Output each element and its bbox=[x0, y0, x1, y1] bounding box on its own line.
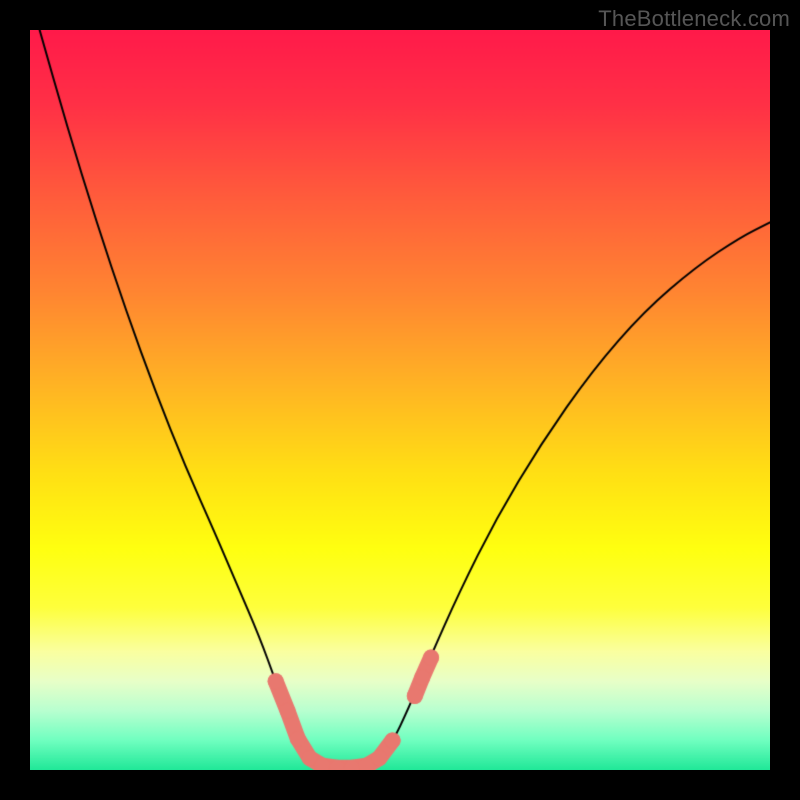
chart-plot-area bbox=[30, 30, 770, 770]
curve-marker-points bbox=[30, 30, 770, 770]
watermark-label: TheBottleneck.com bbox=[598, 6, 790, 32]
